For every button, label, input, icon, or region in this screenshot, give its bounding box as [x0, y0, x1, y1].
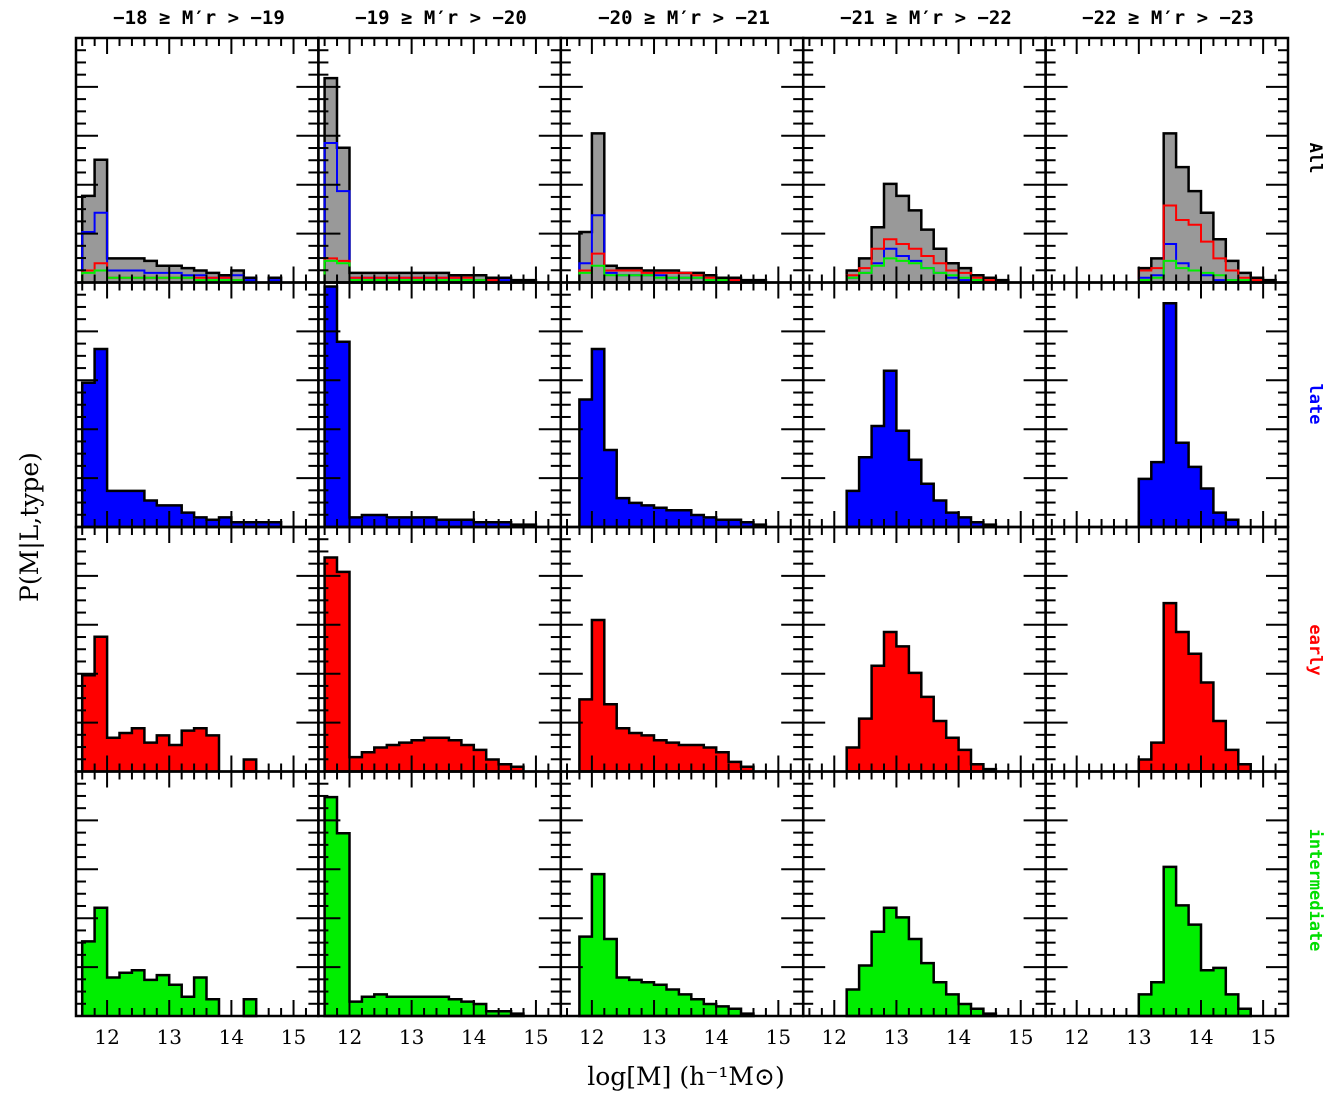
panel-all-col3 [559, 36, 805, 284]
x-tick-label: 13 [641, 1025, 666, 1049]
panel-early-col2 [317, 525, 563, 773]
histogram-all-col3 [578, 132, 768, 284]
x-tick-label: 13 [157, 1025, 182, 1049]
x-tick-label: 12 [94, 1025, 119, 1049]
panel-intermediate-col5 [1044, 770, 1290, 1018]
panel-intermediate-col4 [801, 770, 1047, 1018]
panel-intermediate-col2 [317, 770, 563, 1018]
histogram-all-col1 [80, 158, 283, 284]
histogram-line-intermediate-col2 [323, 259, 488, 283]
panel-late-col1 [74, 281, 320, 529]
column-titles: −18 ≥ M′r > −19 −19 ≥ M′r > −20 −20 ≥ M′… [113, 7, 1254, 29]
histogram-late-col3 [578, 347, 768, 529]
panel-late-col3 [559, 281, 805, 529]
x-tick-label: 15 [281, 1025, 306, 1049]
x-tick-label: 12 [822, 1025, 847, 1049]
histogram-early-col3 [578, 618, 755, 773]
column-title-3: −20 ≥ M′r > −21 [598, 7, 770, 29]
x-tick-label: 12 [337, 1025, 362, 1049]
panel-early-col4 [801, 525, 1047, 773]
x-axis-label: log[M] (h⁻¹M⊙) [587, 1062, 784, 1091]
panel-all-col4 [801, 36, 1047, 284]
panel-intermediate-col1 [74, 770, 320, 1018]
x-tick-label: 15 [1250, 1025, 1275, 1049]
histogram-intermediate-col2 [323, 795, 525, 1018]
histogram-intermediate-col4 [845, 906, 998, 1018]
histogram-intermediate-col3 [578, 872, 755, 1018]
panel-frame [317, 281, 563, 529]
panel-early-col3 [559, 525, 805, 773]
x-tick-label: 14 [946, 1025, 971, 1049]
panel-early-col5 [1044, 525, 1290, 773]
panel-late-col4 [801, 281, 1047, 529]
x-tick-label: 12 [1064, 1025, 1089, 1049]
histogram-early-col4 [845, 630, 998, 773]
column-title-5: −22 ≥ M′r > −23 [1082, 7, 1254, 29]
panel-frame [317, 770, 563, 1018]
panel-frame [74, 36, 320, 284]
x-tick-label: 15 [1008, 1025, 1033, 1049]
histogram-early-col2 [323, 556, 525, 773]
histogram-all-col5 [1137, 132, 1277, 284]
histogram-late-col5 [1137, 302, 1240, 529]
panel-all-col1 [74, 36, 320, 284]
histogram-intermediate-col5 [1137, 865, 1252, 1018]
x-tick-label: 14 [461, 1025, 486, 1049]
panel-frame [317, 36, 563, 284]
y-axis-label: P(M|L,type) [15, 452, 45, 602]
row-label-early: early [1305, 624, 1325, 675]
row-labels: All late early intermediate [1305, 143, 1325, 952]
column-title-4: −21 ≥ M′r > −22 [840, 7, 1012, 29]
row-label-all: All [1305, 143, 1325, 174]
x-tick-label: 14 [703, 1025, 728, 1049]
x-tick-label: 13 [1126, 1025, 1151, 1049]
histogram-line-intermediate-col4 [845, 257, 985, 283]
histogram-line-early-col5 [1137, 204, 1265, 283]
histogram-early-col1 [80, 635, 258, 773]
panel-late-col2 [317, 281, 563, 529]
histogram-early-col5 [1137, 601, 1252, 773]
panel-frame [317, 525, 563, 773]
x-tick-label: 12 [579, 1025, 604, 1049]
histogram-late-col1 [80, 347, 283, 529]
histogram-line-late-col2 [323, 142, 513, 283]
row-label-intermediate: intermediate [1305, 829, 1325, 952]
x-tick-label: 13 [399, 1025, 424, 1049]
panel-intermediate-col3 [559, 770, 805, 1018]
column-title-2: −19 ≥ M′r > −20 [355, 7, 527, 29]
x-tick-label: 15 [523, 1025, 548, 1049]
panel-early-col1 [74, 525, 320, 773]
panel-all-col5 [1044, 36, 1290, 284]
x-tick-label: 15 [766, 1025, 791, 1049]
panel-all-col2 [317, 36, 563, 284]
x-tick-label: 13 [884, 1025, 909, 1049]
x-tick-labels: 12 13 14 15 12 13 14 15 12 13 14 15 12 13 14 15 12 13 14 15 [94, 1025, 1276, 1049]
x-tick-label: 14 [1188, 1025, 1213, 1049]
column-title-1: −18 ≥ M′r > −19 [113, 7, 285, 29]
row-label-late: late [1305, 384, 1325, 425]
histogram-all-col2 [323, 76, 538, 284]
panel-grid [74, 36, 1290, 1018]
x-tick-label: 14 [219, 1025, 244, 1049]
histogram-late-col2 [323, 285, 538, 529]
panel-late-col5 [1044, 281, 1290, 529]
histogram-late-col4 [845, 369, 998, 529]
histogram-intermediate-col1 [80, 906, 258, 1018]
